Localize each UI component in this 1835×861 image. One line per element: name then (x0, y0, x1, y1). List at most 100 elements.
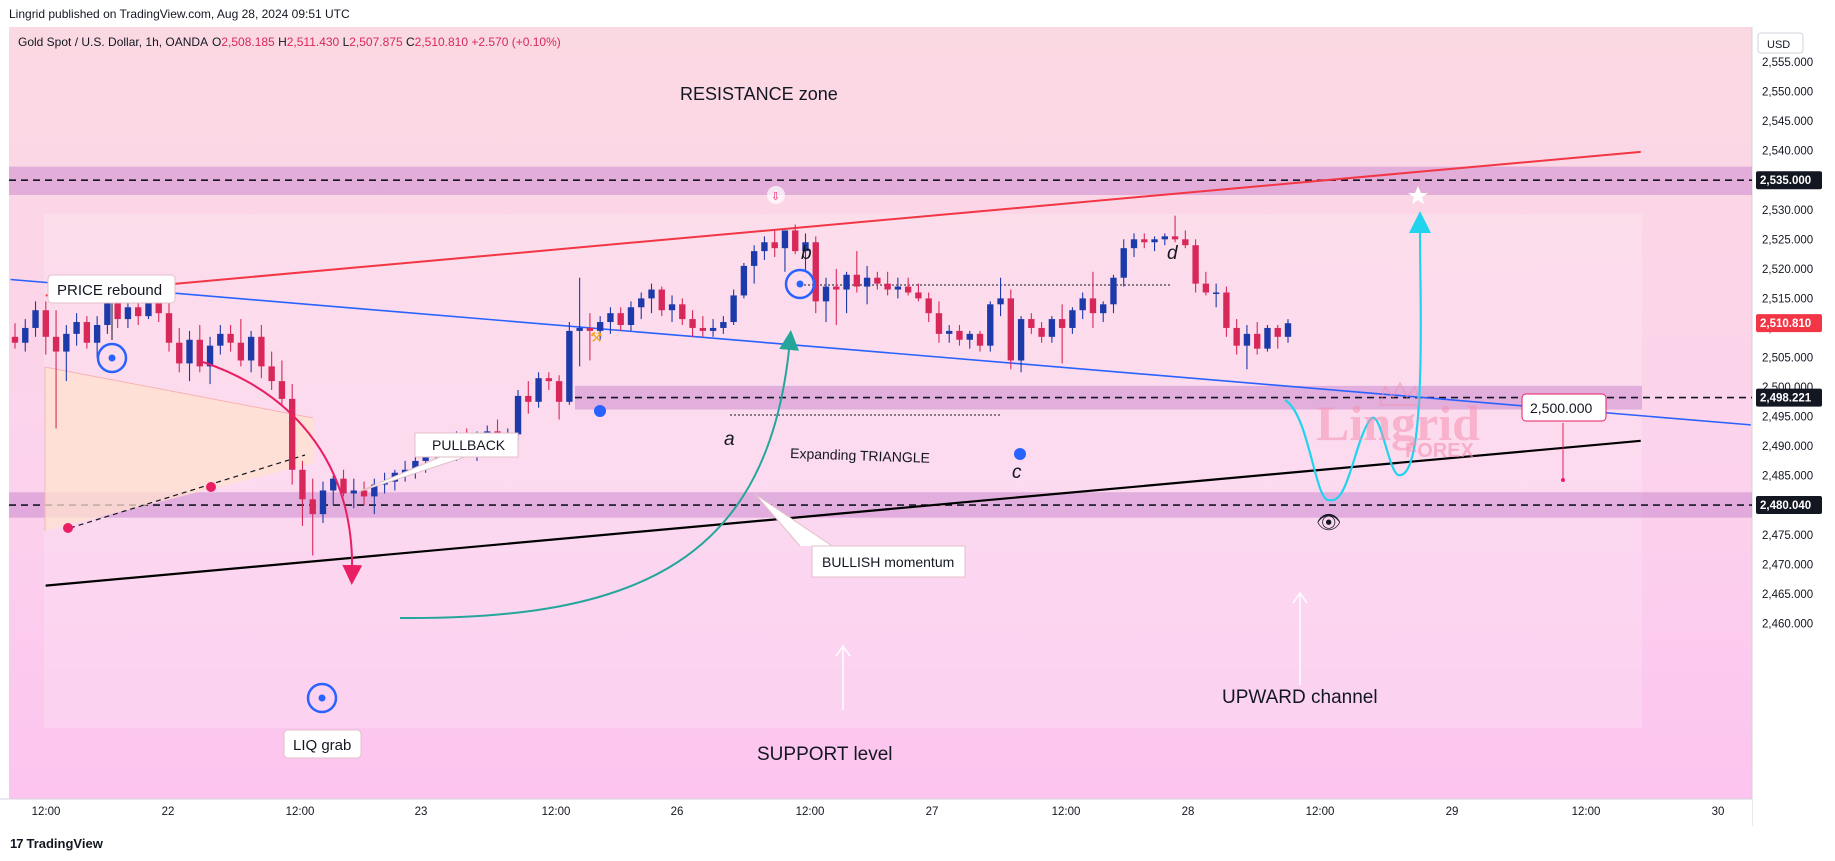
y-tick-label: 2,515.000 (1762, 293, 1813, 305)
candle (135, 307, 142, 317)
bullish-callout (754, 493, 966, 578)
candle (73, 322, 80, 334)
x-tick-label: 22 (162, 806, 175, 818)
y-tick-label: 2,495.000 (1762, 412, 1813, 424)
price-badge (1756, 314, 1822, 333)
candle (535, 378, 542, 402)
candle (11, 336, 19, 343)
y-tick-label: 2,545.000 (1762, 116, 1813, 128)
target-label: 2,500.000 (1530, 400, 1592, 416)
triangle-top-edge (44, 366, 314, 419)
candle (1161, 236, 1168, 240)
forecast-path (1284, 211, 1432, 502)
candle (935, 313, 943, 334)
symbol-title: Gold Spot / U.S. Dollar, 1h, OANDA (18, 35, 208, 49)
ohlc-change: +2.570 (+0.10%) (471, 35, 560, 49)
rebound-pivot (96, 342, 128, 374)
pullback-arrow (202, 361, 363, 585)
candle (709, 327, 717, 331)
candle (22, 327, 29, 343)
watermark-sub: FOREX (1405, 440, 1475, 462)
wave-label-c: c (1012, 462, 1022, 483)
b-pivot-dot (796, 280, 804, 288)
candle (32, 310, 39, 328)
ohlc-value: 2,508.185 (221, 35, 278, 49)
triangle-area (45, 367, 313, 531)
candle (761, 242, 768, 252)
candle (360, 490, 368, 497)
resistance-zone-label: RESISTANCE zone (680, 84, 838, 104)
ohlc-key: O (212, 35, 221, 49)
candle (596, 322, 604, 331)
candle (853, 274, 861, 287)
candle (566, 330, 573, 402)
a-marker (594, 405, 606, 417)
candle (1069, 310, 1076, 328)
candle (299, 469, 306, 500)
channel-pointer-head (1292, 591, 1308, 604)
candle (1079, 298, 1086, 311)
x-tick-label: 28 (1182, 806, 1195, 818)
pink-marker (206, 482, 216, 492)
eye-icon: 👁 (1316, 512, 1341, 534)
liq-grab-label: LIQ grab (293, 737, 351, 754)
candle (679, 304, 686, 320)
candle (319, 490, 327, 515)
y-tick-label: 2,465.000 (1762, 589, 1813, 601)
candle (309, 499, 316, 515)
candle (268, 366, 275, 382)
candle (52, 336, 60, 352)
candle (668, 304, 676, 311)
candle (627, 307, 635, 325)
candle (289, 398, 296, 470)
price-axis (1752, 27, 1835, 827)
tradingview-logo[interactable]: 17 TradingView (10, 836, 103, 851)
candle (843, 274, 850, 290)
candle (330, 478, 337, 491)
candle (1151, 239, 1158, 243)
candle (874, 277, 881, 284)
candle (915, 292, 922, 299)
candle (1182, 239, 1189, 246)
candle (863, 277, 871, 287)
candle (1274, 327, 1281, 337)
currency-label: USD (1767, 39, 1790, 51)
y-tick-label: 2,525.000 (1762, 234, 1813, 246)
candle (525, 395, 532, 402)
candle (217, 333, 224, 346)
candle (42, 310, 49, 337)
target-box (1521, 393, 1607, 422)
y-tick-label: 2,550.000 (1762, 87, 1813, 99)
chart-background (9, 27, 1752, 799)
candle (350, 490, 357, 494)
x-tick-label: 26 (671, 806, 684, 818)
candle (412, 460, 419, 470)
time-axis (0, 799, 1752, 827)
pullback-label: PULLBACK (432, 437, 506, 453)
candle (1089, 298, 1097, 314)
liq-pivot (306, 682, 338, 714)
rebound-box (47, 274, 176, 304)
candle (658, 289, 665, 311)
candle (689, 319, 696, 328)
candle (340, 478, 347, 494)
pink-marker (63, 523, 73, 533)
candle (514, 395, 522, 435)
candle (278, 381, 286, 399)
expanding-triangle-label: Expanding TRIANGLE (790, 445, 930, 466)
candle (196, 339, 203, 367)
y-tick-label: 2,460.000 (1762, 618, 1813, 630)
candle (227, 333, 234, 343)
price-badge (1756, 388, 1822, 407)
candle (771, 242, 778, 249)
candle (258, 336, 265, 367)
target-dot (1561, 478, 1565, 482)
x-tick-label: 27 (926, 806, 939, 818)
price-badge (1756, 171, 1822, 190)
candle (165, 313, 173, 343)
candle (104, 295, 111, 325)
y-tick-label: 2,470.000 (1762, 559, 1813, 571)
liq-pivot-dot (318, 694, 326, 702)
candle (730, 295, 737, 323)
